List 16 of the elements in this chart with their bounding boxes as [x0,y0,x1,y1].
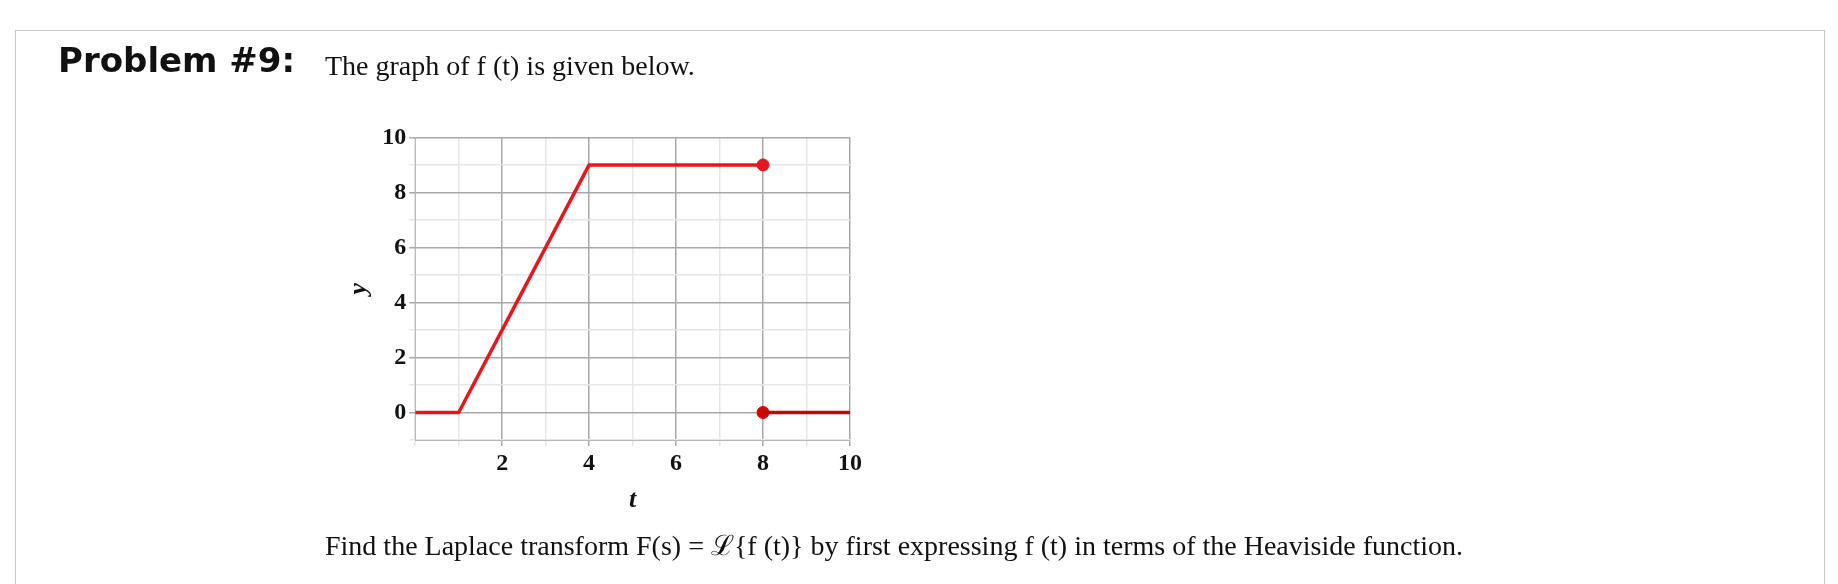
x-tick-label: 8 [757,448,770,475]
chart-subtitle: The graph of f (t) is given below. [325,50,695,82]
x-tick-label: 2 [496,448,509,475]
x-tick-label: 4 [583,448,596,475]
x-axis-title: t [628,484,637,514]
y-axis-title: y [343,282,373,298]
x-tick-label: 6 [670,448,683,475]
y-tick-label: 8 [394,177,407,204]
y-tick-label: 10 [382,122,407,149]
chart-title: Problem #9: [58,40,296,80]
x-tick-label: 10 [838,448,862,475]
y-tick-label: 4 [394,287,407,314]
y-tick-label: 0 [394,397,407,424]
y-tick-label: 2 [394,342,407,369]
text: Find the Laplace transform F(s) = ℒ{f (t)} by first expressing f (t) in terms of the Heaviside function. [325,529,1463,563]
y-tick-label: 6 [394,232,407,259]
